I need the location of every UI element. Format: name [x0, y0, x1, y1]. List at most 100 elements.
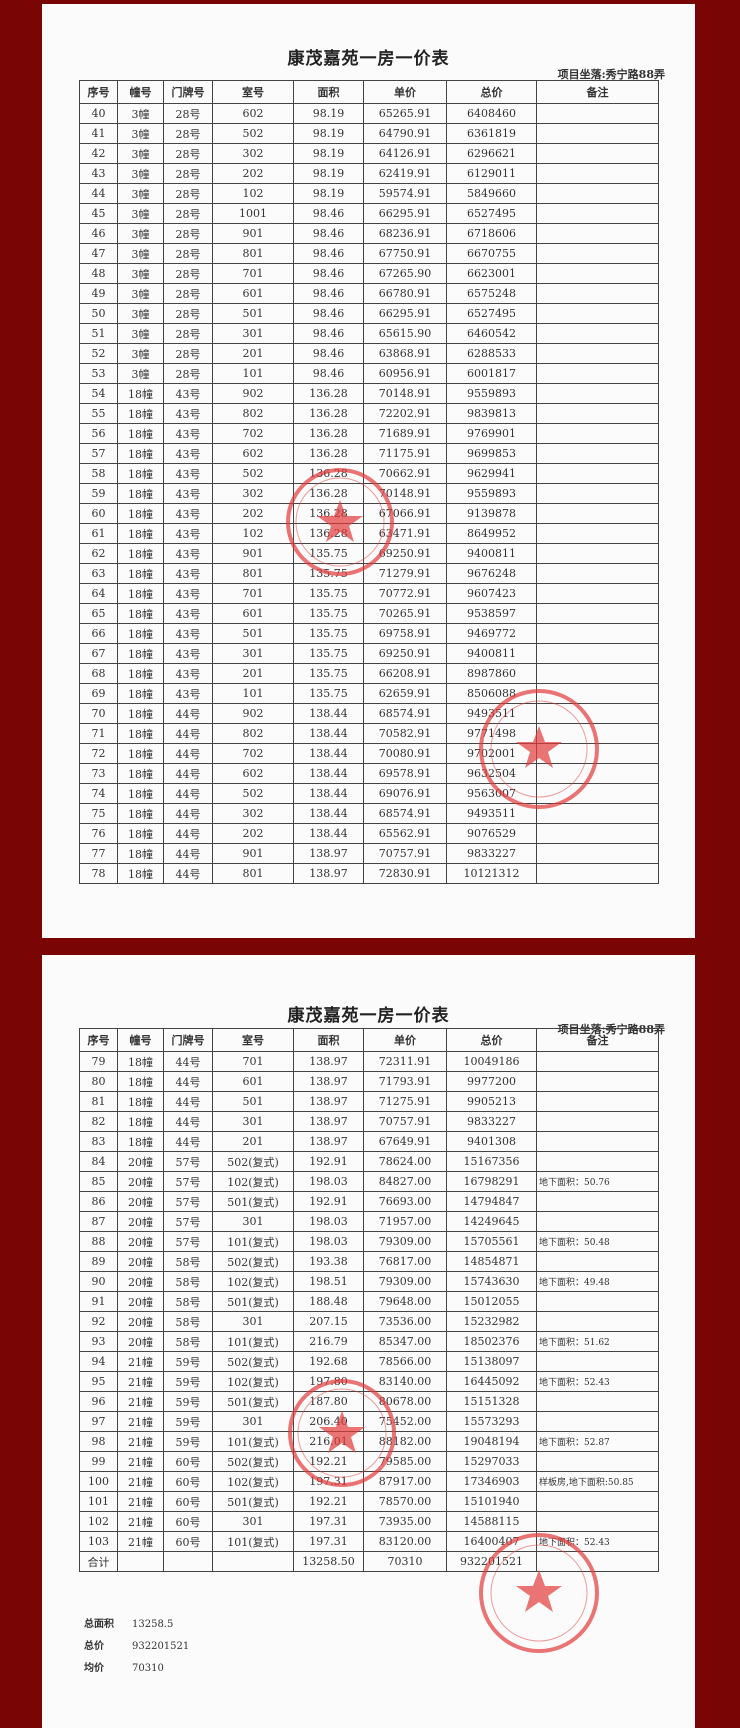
table-cell: 98.19: [293, 123, 364, 144]
table-cell: 18幢: [117, 583, 164, 604]
table-cell: 69: [79, 683, 118, 704]
table-row: 55 18幢 43号 802 136.28 72202.91 9839813: [79, 403, 659, 424]
table-row: 89 20幢 58号 502(复式) 193.38 76817.00 14854871: [79, 1251, 659, 1272]
table-cell: 28号: [163, 263, 213, 284]
table-cell: 65265.91: [363, 103, 447, 124]
table-cell: 15573293: [446, 1411, 537, 1432]
table-cell: 6361819: [446, 123, 537, 144]
table-cell: 21幢: [117, 1411, 164, 1432]
table-cell: 101(复式): [212, 1531, 294, 1552]
table-cell: 21幢: [117, 1371, 164, 1392]
table-cell: 28号: [163, 303, 213, 324]
table-cell: 28号: [163, 203, 213, 224]
table-cell: 28号: [163, 183, 213, 204]
table-cell: 63: [79, 563, 118, 584]
table-cell: [536, 1451, 659, 1472]
table-cell: 70757.91: [363, 1111, 447, 1132]
table-cell: 103: [79, 1531, 118, 1552]
table-row: 85 20幢 57号 102(复式) 198.03 84827.00 16798291 地下面…: [79, 1171, 659, 1192]
table-cell: 79309.00: [363, 1271, 447, 1292]
table-cell: 18幢: [117, 423, 164, 444]
table-cell: 64126.91: [363, 143, 447, 164]
table-cell: 60号: [163, 1531, 213, 1552]
table-cell: [536, 603, 659, 624]
table-cell: 98.46: [293, 263, 364, 284]
column-header: 单价: [363, 80, 447, 104]
table-cell: 702: [212, 743, 294, 764]
table-cell: 83120.00: [363, 1531, 447, 1552]
table-cell: 70662.91: [363, 463, 447, 484]
table-cell: 79585.00: [363, 1451, 447, 1472]
table-cell: 6288533: [446, 343, 537, 364]
table-cell: 44号: [163, 863, 213, 884]
table-cell: 138.97: [293, 1051, 364, 1072]
table-row: 61 18幢 43号 102 136.28 63471.91 8649952: [79, 523, 659, 544]
table-cell: 74: [79, 783, 118, 804]
table-cell: 9559893: [446, 383, 537, 404]
table-cell: 9401308: [446, 1131, 537, 1152]
table-cell: 188.48: [293, 1291, 364, 1312]
table-cell: 72202.91: [363, 403, 447, 424]
table-cell: [536, 183, 659, 204]
table-cell: [163, 1551, 213, 1572]
table-cell: 44号: [163, 703, 213, 724]
table-cell: 94: [79, 1351, 118, 1372]
table-cell: [536, 663, 659, 684]
table-cell: 64: [79, 583, 118, 604]
table-cell: 18幢: [117, 1111, 164, 1132]
table-cell: 62419.91: [363, 163, 447, 184]
table-row: 77 18幢 44号 901 138.97 70757.91 9833227: [79, 843, 659, 864]
table-row: 47 3幢 28号 801 98.46 67750.91 6670755: [79, 243, 659, 264]
table-cell: 43号: [163, 403, 213, 424]
table-cell: 138.97: [293, 1071, 364, 1092]
table-cell: 98.19: [293, 143, 364, 164]
table-cell: 97: [79, 1411, 118, 1432]
table-cell: 95: [79, 1371, 118, 1392]
table-cell: 502(复式): [212, 1151, 294, 1172]
table-cell: 71689.91: [363, 423, 447, 444]
table-cell: 136.28: [293, 443, 364, 464]
table-cell: 20幢: [117, 1191, 164, 1212]
table-cell: 62: [79, 543, 118, 564]
table-cell: [536, 1151, 659, 1172]
table-cell: [536, 423, 659, 444]
table-row: 100 21幢 60号 102(复式) 197.31 87917.00 17346903 样板…: [79, 1471, 659, 1492]
table-cell: 501(复式): [212, 1491, 294, 1512]
table-cell: 3幢: [117, 363, 164, 384]
table-cell: 13258.50: [293, 1551, 364, 1572]
table-cell: 72311.91: [363, 1051, 447, 1072]
table-cell: 9139878: [446, 503, 537, 524]
table-cell: 99: [79, 1451, 118, 1472]
table-cell: [536, 123, 659, 144]
table-cell: [536, 683, 659, 704]
table-cell: 41: [79, 123, 118, 144]
table-cell: 6527495: [446, 303, 537, 324]
table-cell: 135.75: [293, 603, 364, 624]
table-cell: 59号: [163, 1431, 213, 1452]
table-cell: 67649.91: [363, 1131, 447, 1152]
table-cell: 702: [212, 423, 294, 444]
table-cell: [536, 1071, 659, 1092]
table-cell: 18幢: [117, 1091, 164, 1112]
table-cell: 地下面积：50.76: [536, 1171, 659, 1192]
table-cell: [536, 1511, 659, 1532]
table-cell: 14249645: [446, 1211, 537, 1232]
table-cell: 100: [79, 1471, 118, 1492]
table-cell: 9400811: [446, 643, 537, 664]
table-cell: 44号: [163, 1091, 213, 1112]
table-cell: 58: [79, 463, 118, 484]
table-cell: 98.46: [293, 303, 364, 324]
table-cell: 28号: [163, 283, 213, 304]
table-cell: 901: [212, 223, 294, 244]
table-cell: [536, 523, 659, 544]
table-cell: 44号: [163, 823, 213, 844]
table-row: 82 18幢 44号 301 138.97 70757.91 9833227: [79, 1111, 659, 1132]
table-cell: 202: [212, 823, 294, 844]
table-cell: 18幢: [117, 863, 164, 884]
table-cell: 187.80: [293, 1391, 364, 1412]
column-header: 门牌号: [163, 80, 213, 104]
table-cell: 43号: [163, 383, 213, 404]
table-cell: 101(复式): [212, 1431, 294, 1452]
table-cell: 9905213: [446, 1091, 537, 1112]
table-cell: 21幢: [117, 1391, 164, 1412]
